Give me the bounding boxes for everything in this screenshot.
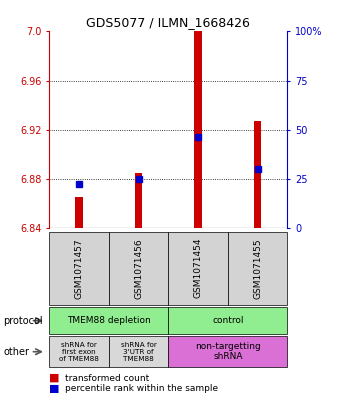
Text: protocol: protocol [3,316,43,326]
Text: GSM1071456: GSM1071456 [134,238,143,299]
Text: GSM1071457: GSM1071457 [74,238,84,299]
Text: control: control [212,316,243,325]
Text: GSM1071455: GSM1071455 [253,238,262,299]
Text: transformed count: transformed count [65,374,149,382]
Text: ■: ■ [49,383,60,393]
Bar [194,31,202,228]
Text: non-targetting
shRNA: non-targetting shRNA [195,342,261,362]
Text: percentile rank within the sample: percentile rank within the sample [65,384,218,393]
Text: GSM1071454: GSM1071454 [193,238,203,298]
Text: TMEM88 depletion: TMEM88 depletion [67,316,151,325]
Bar [75,197,83,228]
Text: other: other [3,347,29,357]
Text: shRNA for
3'UTR of
TMEM88: shRNA for 3'UTR of TMEM88 [121,342,156,362]
Title: GDS5077 / ILMN_1668426: GDS5077 / ILMN_1668426 [86,16,250,29]
Bar [254,121,261,228]
Text: shRNA for
first exon
of TMEM88: shRNA for first exon of TMEM88 [59,342,99,362]
Text: ■: ■ [49,373,60,383]
Bar [135,173,142,228]
